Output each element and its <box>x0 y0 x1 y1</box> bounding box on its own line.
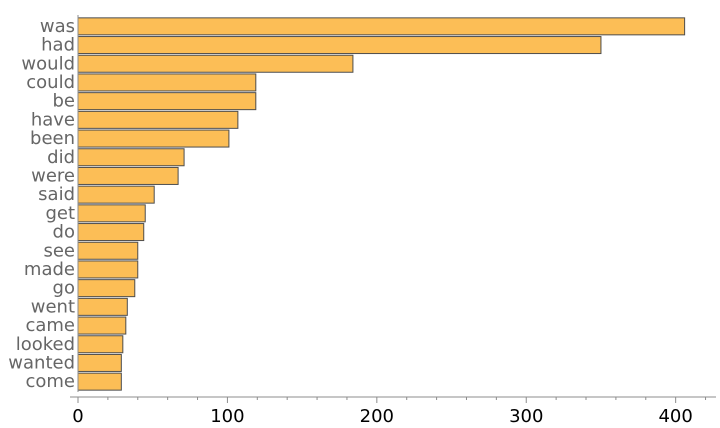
bar-were <box>77 166 179 185</box>
bar-said <box>77 185 155 204</box>
bar-get <box>77 204 146 223</box>
category-label-wanted: wanted <box>8 352 75 373</box>
category-label-do: do <box>53 222 75 243</box>
bar-did <box>77 148 185 167</box>
bar-looked <box>77 335 124 354</box>
category-label-would: would <box>21 53 75 74</box>
category-label-made: made <box>24 259 75 280</box>
x-tick-label-400: 400 <box>658 406 692 427</box>
bar-been <box>77 129 230 148</box>
bar-made <box>77 260 139 279</box>
bar-do <box>77 223 145 242</box>
x-tick-label-200: 200 <box>360 406 394 427</box>
bars-group <box>77 17 686 391</box>
x-axis: 0 100 200 300 400 <box>70 15 716 427</box>
bar-be <box>77 92 257 111</box>
category-label-have: have <box>31 109 75 130</box>
bar-would <box>77 54 354 73</box>
category-label-could: could <box>26 72 75 93</box>
category-label-came: came <box>25 315 75 336</box>
category-label-were: were <box>31 165 75 186</box>
x-tick-label-300: 300 <box>509 406 543 427</box>
category-label-come: come <box>25 371 75 392</box>
category-label-get: get <box>45 203 75 224</box>
category-label-go: go <box>53 278 75 299</box>
category-label-looked: looked <box>16 334 75 355</box>
category-label-did: did <box>47 147 75 168</box>
category-label-be: be <box>53 91 76 112</box>
bar-have <box>77 110 239 129</box>
bar-come <box>77 372 122 391</box>
category-label-been: been <box>30 128 75 149</box>
category-label-see: see <box>43 240 75 261</box>
bar-was <box>77 17 686 36</box>
category-label-had: had <box>41 35 75 56</box>
category-label-went: went <box>31 296 75 317</box>
category-label-said: said <box>38 184 75 205</box>
bar-wanted <box>77 353 122 372</box>
bar-go <box>77 279 136 298</box>
bar-had <box>77 36 602 55</box>
bar-came <box>77 316 127 335</box>
category-label-was: was <box>40 16 75 37</box>
x-tick-label-0: 0 <box>72 406 83 427</box>
bar-went <box>77 297 128 316</box>
category-labels-group: washadwouldcouldbehavebeendidweresaidget… <box>8 16 75 392</box>
x-tick-label-100: 100 <box>210 406 244 427</box>
bar-see <box>77 241 139 260</box>
bar-could <box>77 73 257 92</box>
